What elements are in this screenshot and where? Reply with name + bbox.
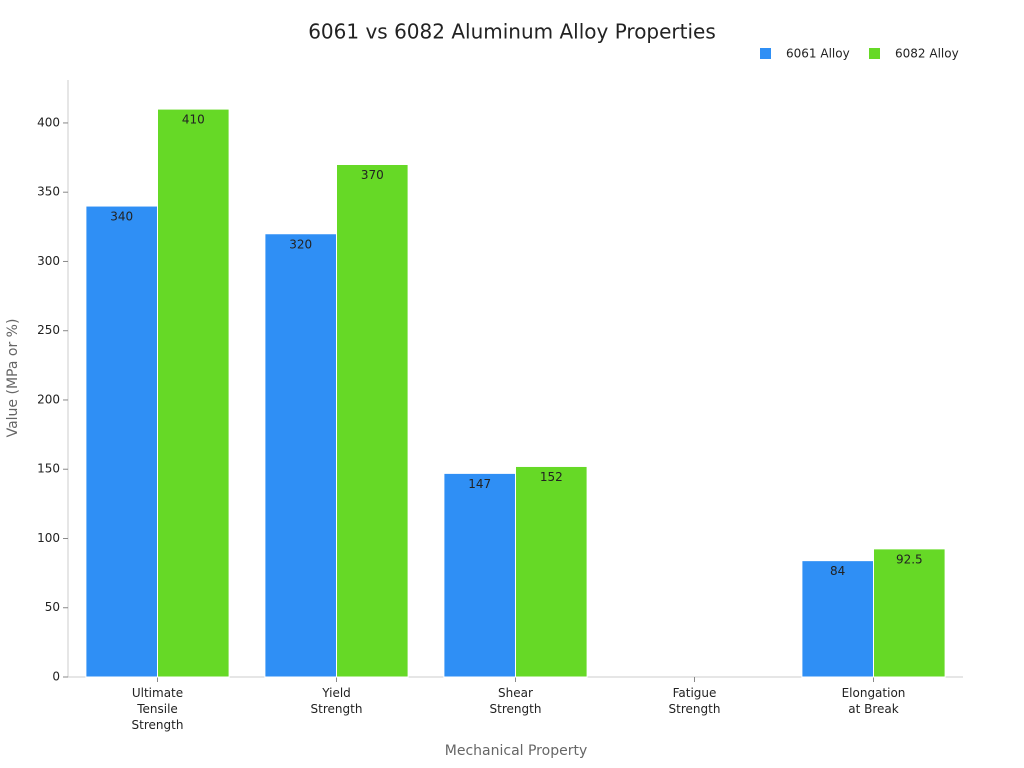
x-tick-label-line: Fatigue [673, 686, 717, 700]
bar [85, 205, 158, 678]
x-axis-title: Mechanical Property [445, 743, 587, 759]
y-tick-label: 50 [45, 600, 60, 614]
x-tick-label-line: Strength [669, 702, 721, 716]
x-tick-label-line: Strength [311, 702, 363, 716]
y-tick-label: 0 [52, 670, 60, 684]
x-tick-label-line: Strength [132, 718, 184, 732]
bar [336, 163, 409, 678]
bar [264, 233, 337, 678]
value-label: 147 [468, 477, 491, 491]
legend-swatch [869, 48, 880, 59]
value-label: 410 [182, 113, 205, 127]
x-tick-label: Fatigue Strength [669, 686, 721, 716]
y-axis-title: Value (MPa or %) [5, 319, 21, 438]
y-tick-label: 100 [37, 531, 60, 545]
x-tick-label-line: Yield [321, 686, 351, 700]
x-tick-label-line: Shear [498, 686, 533, 700]
y-tick-label: 300 [37, 254, 60, 268]
value-label: 152 [540, 470, 563, 484]
value-label: 320 [289, 237, 312, 251]
value-label: 84 [830, 564, 845, 578]
y-tick-label: 250 [37, 323, 60, 337]
x-tick-label: Elongation at Break [842, 686, 906, 716]
value-label: 340 [110, 210, 133, 224]
y-tick-label: 400 [37, 115, 60, 129]
bar [157, 108, 230, 678]
legend-label: 6082 Alloy [895, 47, 959, 61]
y-tick-label: 150 [37, 462, 60, 476]
x-tick-label: Yield Strength [311, 686, 363, 716]
value-label: 92.5 [896, 552, 923, 566]
bar [515, 465, 588, 678]
x-tick-label: Shear Strength [490, 686, 542, 716]
x-tick-label-line: Ultimate [132, 686, 183, 700]
bar [443, 472, 516, 678]
y-tick-label: 200 [37, 392, 60, 406]
x-tick-label-line: Elongation [842, 686, 906, 700]
x-tick-label-line: Tensile [136, 702, 178, 716]
legend-label: 6061 Alloy [786, 47, 850, 61]
chart-title: 6061 vs 6082 Aluminum Alloy Properties [308, 20, 716, 44]
bar [873, 548, 946, 678]
x-tick-label-line: Strength [490, 702, 542, 716]
value-label: 370 [361, 168, 384, 182]
bar [801, 560, 875, 678]
x-tick-label: Ultimate Tensile Strength [132, 686, 184, 732]
x-tick-label-line: at Break [848, 702, 899, 716]
y-tick-label: 350 [37, 185, 60, 199]
legend-swatch [760, 48, 771, 59]
